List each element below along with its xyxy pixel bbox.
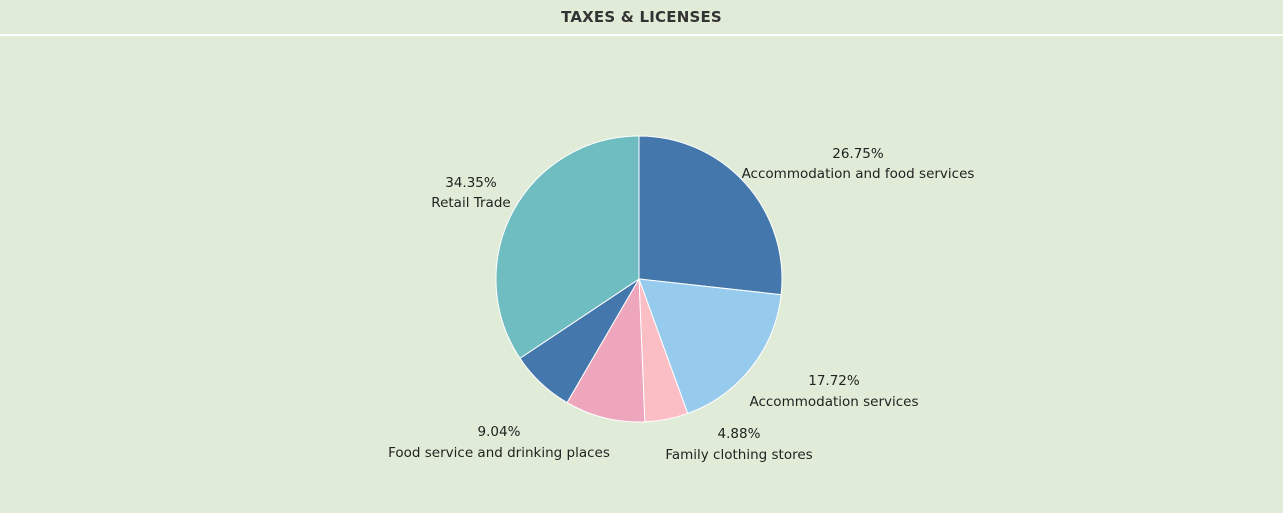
pie-slices <box>495 135 783 423</box>
title-divider <box>0 34 1283 36</box>
slice-label-food-service: Food service and drinking places <box>388 445 610 461</box>
slice-pct-food-service: 9.04% <box>478 424 521 440</box>
slice-pct-accommodation-services: 17.72% <box>808 373 860 389</box>
pie-labels: 26.75% Accommodation and food services 1… <box>388 146 974 463</box>
slice-label-accommodation-services: Accommodation services <box>749 394 918 410</box>
pie-slice-accommodation-food[interactable] <box>638 135 783 296</box>
chart-title: TAXES & LICENSES <box>561 8 722 26</box>
slice-pct-accommodation-food: 26.75% <box>832 146 884 162</box>
slice-label-family-clothing: Family clothing stores <box>665 447 812 463</box>
header: TAXES & LICENSES <box>0 0 1283 34</box>
slice-pct-family-clothing: 4.88% <box>718 426 761 442</box>
slice-label-retail-trade: Retail Trade <box>431 195 510 211</box>
pie-slice-accommodation-services[interactable] <box>638 278 782 415</box>
slice-label-accommodation-food: Accommodation and food services <box>742 166 975 182</box>
pie-slice-food-service[interactable] <box>566 277 646 423</box>
pie-slice-retail-trade[interactable] <box>495 135 640 359</box>
slice-pct-retail-trade: 34.35% <box>445 175 497 191</box>
